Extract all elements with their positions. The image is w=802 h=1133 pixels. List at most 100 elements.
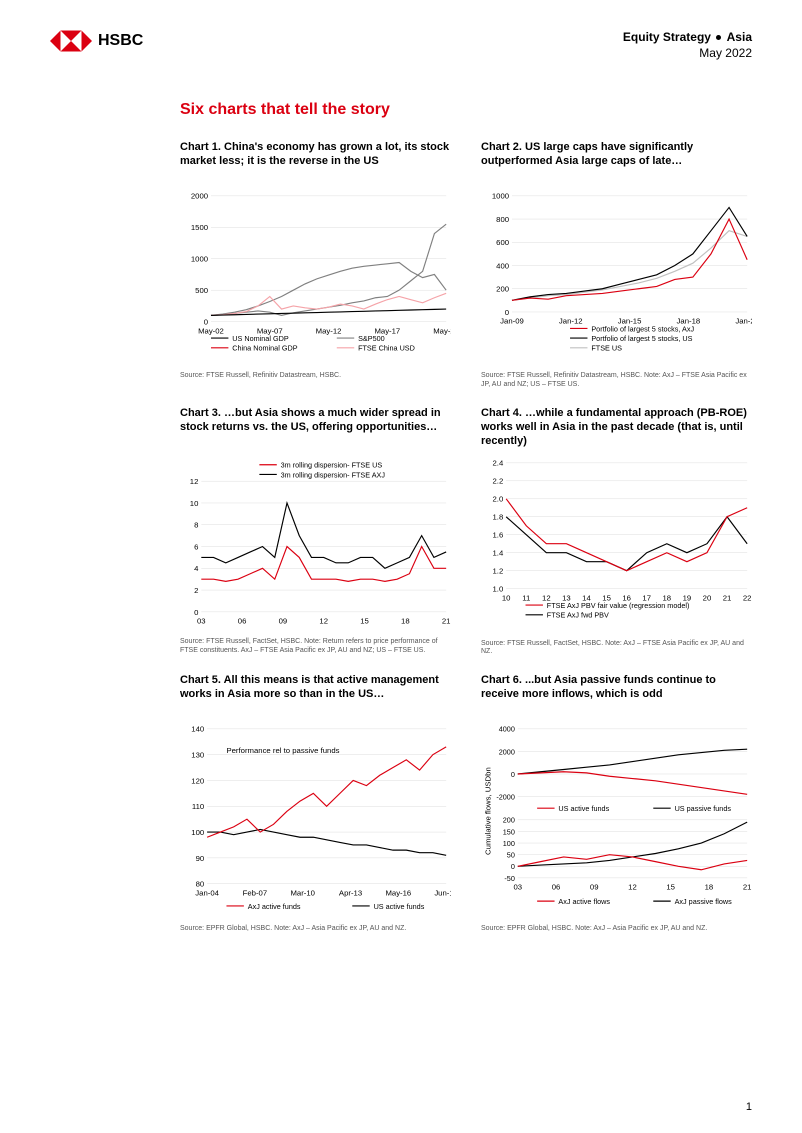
svg-text:22: 22	[743, 594, 752, 603]
svg-text:US Nominal GDP: US Nominal GDP	[232, 334, 289, 343]
svg-text:18: 18	[705, 883, 714, 892]
svg-text:90: 90	[196, 854, 205, 863]
chart-5-source: Source: EPFR Global, HSBC. Note: AxJ – A…	[180, 925, 451, 933]
svg-text:03: 03	[197, 617, 206, 626]
svg-text:Jun-19: Jun-19	[434, 889, 451, 898]
svg-text:1500: 1500	[191, 223, 208, 232]
chart-6-svg: -2000020004000US active fundsUS passive …	[481, 724, 752, 918]
svg-text:6: 6	[194, 543, 198, 552]
page-title: Six charts that tell the story	[180, 101, 752, 119]
svg-text:Jan-09: Jan-09	[500, 317, 524, 326]
svg-text:15: 15	[360, 617, 369, 626]
svg-text:AxJ passive flows: AxJ passive flows	[675, 897, 733, 906]
svg-text:-50: -50	[504, 874, 514, 883]
svg-text:400: 400	[496, 262, 509, 271]
svg-text:Apr-13: Apr-13	[339, 889, 362, 898]
svg-text:Portfolio of largest 5 stocks,: Portfolio of largest 5 stocks, US	[591, 334, 692, 343]
svg-text:09: 09	[279, 617, 288, 626]
svg-text:FTSE AxJ fwd PBV: FTSE AxJ fwd PBV	[547, 611, 609, 620]
svg-text:20: 20	[703, 594, 712, 603]
svg-text:11: 11	[522, 594, 530, 603]
svg-text:0: 0	[194, 608, 198, 617]
svg-text:800: 800	[496, 215, 509, 224]
svg-text:21: 21	[723, 594, 732, 603]
svg-text:1.4: 1.4	[493, 549, 504, 558]
svg-text:May-16: May-16	[385, 889, 411, 898]
svg-text:4: 4	[194, 564, 199, 573]
separator-dot-icon	[716, 35, 721, 40]
svg-text:Jan-12: Jan-12	[559, 317, 583, 326]
chart-3-svg: 024681012030609121518213m rolling disper…	[180, 457, 451, 631]
svg-text:Mar-10: Mar-10	[290, 889, 315, 898]
chart-5: Chart 5. All this means is that active m…	[180, 674, 451, 933]
chart-2-source: Source: FTSE Russell, Refinitiv Datastre…	[481, 372, 752, 389]
svg-text:-2000: -2000	[496, 793, 515, 802]
brand-logo: HSBC	[50, 30, 143, 52]
svg-text:Portfolio of largest 5 stocks,: Portfolio of largest 5 stocks, AxJ	[591, 325, 694, 334]
svg-text:May-22: May-22	[433, 326, 451, 335]
svg-text:500: 500	[195, 286, 208, 295]
chart-2: Chart 2. US large caps have significantl…	[481, 141, 752, 389]
svg-text:2: 2	[194, 586, 198, 595]
svg-text:03: 03	[513, 883, 522, 892]
svg-text:130: 130	[191, 751, 204, 760]
svg-text:Cumulative flows, USDbn: Cumulative flows, USDbn	[484, 768, 493, 856]
svg-text:0: 0	[204, 318, 208, 327]
svg-text:3m rolling dispersion- FTSE AX: 3m rolling dispersion- FTSE AXJ	[281, 470, 386, 479]
svg-text:2.4: 2.4	[493, 459, 504, 468]
svg-text:3m rolling dispersion- FTSE US: 3m rolling dispersion- FTSE US	[281, 461, 383, 470]
svg-text:0: 0	[505, 308, 509, 317]
svg-text:21: 21	[442, 617, 451, 626]
svg-text:S&P500: S&P500	[358, 334, 385, 343]
svg-text:2000: 2000	[191, 192, 208, 201]
chart-5-svg: 8090100110120130140Jan-04Feb-07Mar-10Apr…	[180, 724, 451, 918]
svg-text:2.0: 2.0	[493, 495, 504, 504]
chart-1-source: Source: FTSE Russell, Refinitiv Datastre…	[180, 372, 451, 380]
svg-text:110: 110	[192, 803, 204, 812]
svg-text:15: 15	[666, 883, 675, 892]
svg-text:Feb-07: Feb-07	[243, 889, 268, 898]
svg-text:150: 150	[503, 828, 515, 837]
svg-text:10: 10	[502, 594, 511, 603]
svg-text:1.6: 1.6	[493, 531, 504, 540]
svg-text:4000: 4000	[499, 725, 515, 734]
page-number: 1	[746, 1101, 752, 1113]
svg-text:600: 600	[496, 238, 509, 247]
svg-text:US active funds: US active funds	[558, 805, 609, 814]
svg-text:21: 21	[743, 883, 752, 892]
chart-4-title: Chart 4. …while a fundamental approach (…	[481, 407, 752, 448]
chart-5-title: Chart 5. All this means is that active m…	[180, 674, 451, 714]
svg-text:200: 200	[503, 816, 515, 825]
svg-text:AxJ active flows: AxJ active flows	[558, 897, 610, 906]
svg-text:US active funds: US active funds	[374, 902, 425, 911]
svg-text:12: 12	[319, 617, 328, 626]
svg-text:FTSE US: FTSE US	[591, 344, 622, 353]
svg-text:May-12: May-12	[316, 326, 342, 335]
chart-6-title: Chart 6. ...but Asia passive funds conti…	[481, 674, 752, 714]
chart-2-svg: 02004006008001000Jan-09Jan-12Jan-15Jan-1…	[481, 191, 752, 365]
svg-text:1000: 1000	[492, 192, 509, 201]
svg-text:2.2: 2.2	[493, 477, 504, 486]
svg-text:10: 10	[190, 499, 199, 508]
svg-text:1.0: 1.0	[493, 585, 504, 594]
svg-text:1000: 1000	[191, 255, 208, 264]
chart-4-svg: 1.01.21.41.61.82.02.22.41011121314151617…	[481, 458, 752, 632]
chart-3-title: Chart 3. …but Asia shows a much wider sp…	[180, 407, 451, 447]
chart-1-svg: 0500100015002000May-02May-07May-12May-17…	[180, 191, 451, 365]
svg-text:06: 06	[238, 617, 247, 626]
svg-text:12: 12	[190, 477, 199, 486]
svg-text:1.8: 1.8	[493, 513, 504, 522]
svg-text:FTSE China USD: FTSE China USD	[358, 344, 415, 353]
svg-text:80: 80	[196, 880, 205, 889]
svg-text:18: 18	[401, 617, 410, 626]
brand-text: HSBC	[98, 32, 143, 50]
svg-text:0: 0	[511, 863, 515, 872]
svg-text:100: 100	[503, 839, 515, 848]
svg-text:140: 140	[191, 725, 204, 734]
svg-text:Performance rel to passive fun: Performance rel to passive funds	[226, 746, 339, 755]
chart-1: Chart 1. China's economy has grown a lot…	[180, 141, 451, 389]
svg-text:100: 100	[191, 828, 204, 837]
svg-text:AxJ active funds: AxJ active funds	[248, 902, 301, 911]
chart-1-title: Chart 1. China's economy has grown a lot…	[180, 141, 451, 181]
svg-text:120: 120	[191, 777, 204, 786]
